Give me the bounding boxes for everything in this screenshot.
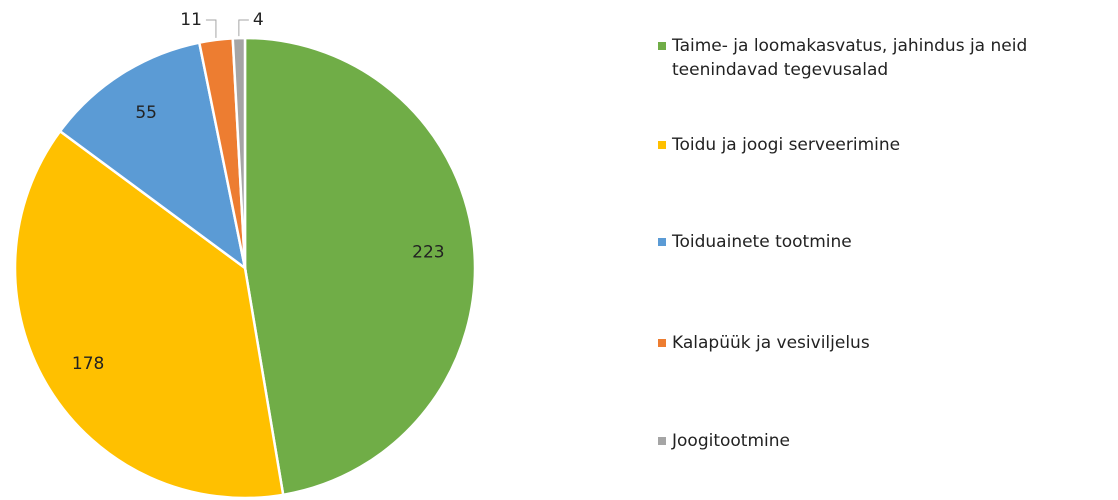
- legend-label: Toiduainete tootmine: [672, 232, 852, 252]
- legend-swatch: [658, 238, 666, 246]
- data-label: 223: [412, 243, 444, 263]
- data-label: 11: [180, 10, 202, 30]
- pie-slice: [231, 36, 247, 269]
- legend-item: Toidu ja joogi serveerimine: [658, 133, 1112, 157]
- legend-label: Joogitootmine: [672, 431, 790, 451]
- legend-item: Toiduainete tootmine: [658, 230, 1112, 254]
- legend-swatch: [658, 141, 666, 149]
- legend-label: Toidu ja joogi serveerimine: [672, 135, 901, 155]
- data-label: 55: [135, 103, 157, 123]
- legend-label: Taime- ja loomakasvatus, jahindus ja nei…: [672, 36, 1028, 80]
- legend-item: Taime- ja loomakasvatus, jahindus ja nei…: [658, 34, 1112, 82]
- legend-swatch: [658, 437, 666, 445]
- legend-swatch: [658, 42, 666, 50]
- pie-slice: [243, 36, 477, 497]
- data-label: 178: [72, 354, 104, 374]
- legend-item: Joogitootmine: [658, 429, 1112, 453]
- leader-line: [238, 19, 249, 37]
- pie-slice: [13, 129, 285, 500]
- leader-line: [205, 19, 217, 38]
- data-label: 4: [253, 10, 264, 30]
- legend-swatch: [658, 339, 666, 347]
- legend-item: Kalapüük ja vesiviljelus: [658, 331, 1112, 355]
- legend-label: Kalapüük ja vesiviljelus: [672, 333, 870, 353]
- pie-slice: [58, 41, 247, 271]
